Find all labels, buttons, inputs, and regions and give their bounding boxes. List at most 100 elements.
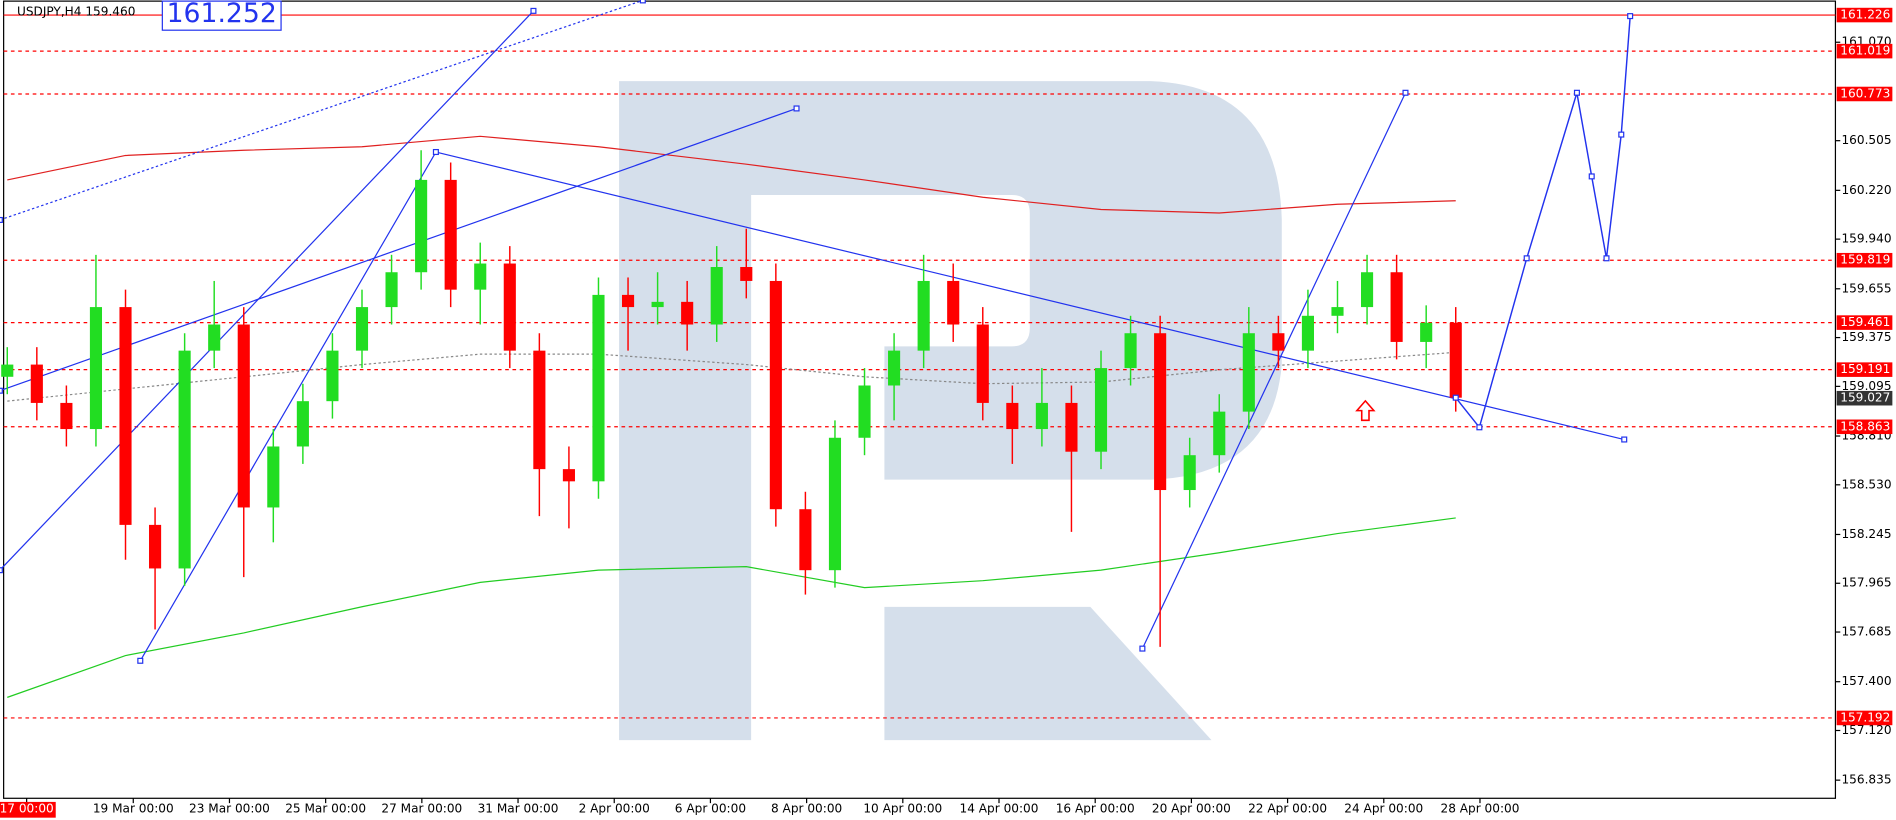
- level-label-box: [1836, 362, 1893, 377]
- x-tick-label: 17 00:00: [0, 802, 54, 816]
- candle-body: [562, 469, 575, 482]
- level-label: 161.226: [1840, 8, 1890, 22]
- candle-body: [651, 301, 664, 308]
- candle-body: [355, 307, 369, 351]
- level-label-box: [1836, 252, 1893, 268]
- candle-body: [1124, 333, 1137, 369]
- x-tick-label: 28 Apr 00:00: [1440, 802, 1519, 816]
- candle-body: [740, 267, 753, 281]
- trendline-anchor: [1139, 645, 1146, 652]
- trendline-anchor: [793, 105, 800, 112]
- trendline: [0, 107, 797, 392]
- candle-body: [1242, 333, 1255, 412]
- forecast-node: [1452, 394, 1459, 401]
- candle-body: [1301, 315, 1314, 351]
- candle-body: [917, 280, 930, 351]
- current-price-label: 159.027: [1840, 391, 1890, 405]
- y-tick-label: 160.220: [1841, 183, 1891, 197]
- forecast-node: [1523, 255, 1530, 262]
- level-label-box: [1836, 86, 1893, 102]
- y-tick-label: 156.835: [1841, 773, 1891, 787]
- candle-body: [1213, 411, 1226, 456]
- forecast-node: [1476, 424, 1483, 431]
- candle-body: [326, 350, 339, 402]
- y-tick-label: 159.940: [1841, 232, 1891, 246]
- x-tick-label: 23 Mar 00:00: [189, 802, 270, 816]
- moving-average: [7, 135, 1456, 214]
- forecast-node: [1573, 89, 1580, 96]
- candle-body: [1331, 307, 1344, 316]
- y-tick-label: 157.120: [1841, 723, 1891, 737]
- level-label: 159.461: [1840, 315, 1890, 329]
- trendline-anchor: [639, 0, 646, 4]
- candle-body: [503, 263, 516, 351]
- candle-body: [592, 294, 605, 482]
- candle-body: [1065, 402, 1078, 452]
- candle-body: [769, 280, 782, 510]
- candle-body: [178, 350, 191, 569]
- level-label-box: [1836, 315, 1893, 330]
- candle-body: [1183, 455, 1196, 491]
- forecast-node: [1627, 13, 1634, 20]
- candle-body: [1006, 402, 1019, 430]
- level-label: 158.863: [1840, 419, 1890, 433]
- trendline-anchor: [0, 387, 3, 394]
- y-tick-label: 157.400: [1841, 674, 1891, 688]
- y-tick-label: 160.505: [1841, 133, 1891, 147]
- level-label: 159.191: [1840, 362, 1890, 376]
- big-label-box: [161, 0, 282, 31]
- trendline: [1141, 92, 1407, 649]
- watermark: [619, 81, 1282, 741]
- candle-body: [237, 324, 250, 508]
- chart-title: USDJPY,H4 159.460: [17, 5, 135, 19]
- candle-body: [444, 179, 457, 290]
- plot-frame: [3, 0, 1837, 799]
- level-label-box: [1836, 43, 1893, 59]
- y-tick-label: 158.530: [1841, 477, 1891, 491]
- candle-body: [1420, 322, 1433, 342]
- forecast-node: [1618, 131, 1625, 138]
- trendline-anchor: [1621, 436, 1628, 443]
- candle-body: [267, 446, 280, 508]
- level-label-box: [1836, 710, 1893, 726]
- forecast-node: [1588, 173, 1595, 180]
- candle-body: [1094, 368, 1108, 452]
- trendline-anchor: [1402, 89, 1409, 96]
- x-tick-label: 20 Apr 00:00: [1152, 802, 1231, 816]
- trendline-anchor: [137, 657, 144, 664]
- level-label-box: [1836, 419, 1893, 435]
- forecast-path: [1455, 16, 1631, 429]
- moving-average: [7, 517, 1456, 698]
- y-tick-label: 159.375: [1841, 330, 1891, 344]
- trendline-anchor: [530, 7, 537, 14]
- y-tick-label: 158.245: [1841, 527, 1891, 541]
- trendline: [0, 0, 644, 221]
- candle-body: [888, 350, 901, 386]
- candle-body: [1449, 322, 1462, 398]
- trendline-anchor: [0, 567, 3, 574]
- x-tick-label: 31 Mar 00:00: [478, 802, 559, 816]
- x-tick-label: 8 Apr 00:00: [771, 802, 842, 816]
- x-tick-label: 27 Mar 00:00: [381, 802, 462, 816]
- candle-body: [947, 280, 960, 325]
- candle-body: [710, 267, 723, 325]
- x-tick-label: 2 Apr 00:00: [579, 802, 650, 816]
- forecast-node: [1603, 255, 1610, 262]
- candle-body: [415, 179, 428, 273]
- level-label-box: [1836, 7, 1893, 23]
- candle-body: [149, 524, 162, 569]
- y-tick-label: 159.655: [1841, 281, 1891, 295]
- watermark-bowl: [619, 81, 1282, 741]
- candle-body: [1, 364, 14, 377]
- candle-body: [858, 385, 871, 438]
- trendline: [0, 10, 534, 571]
- candle-body: [89, 307, 103, 430]
- candle-body: [1390, 272, 1403, 342]
- candle-body: [208, 324, 221, 351]
- candle-body: [976, 324, 989, 403]
- trendline-anchor: [432, 148, 439, 156]
- y-tick-label: 159.095: [1841, 379, 1891, 393]
- candle-body: [1154, 333, 1167, 491]
